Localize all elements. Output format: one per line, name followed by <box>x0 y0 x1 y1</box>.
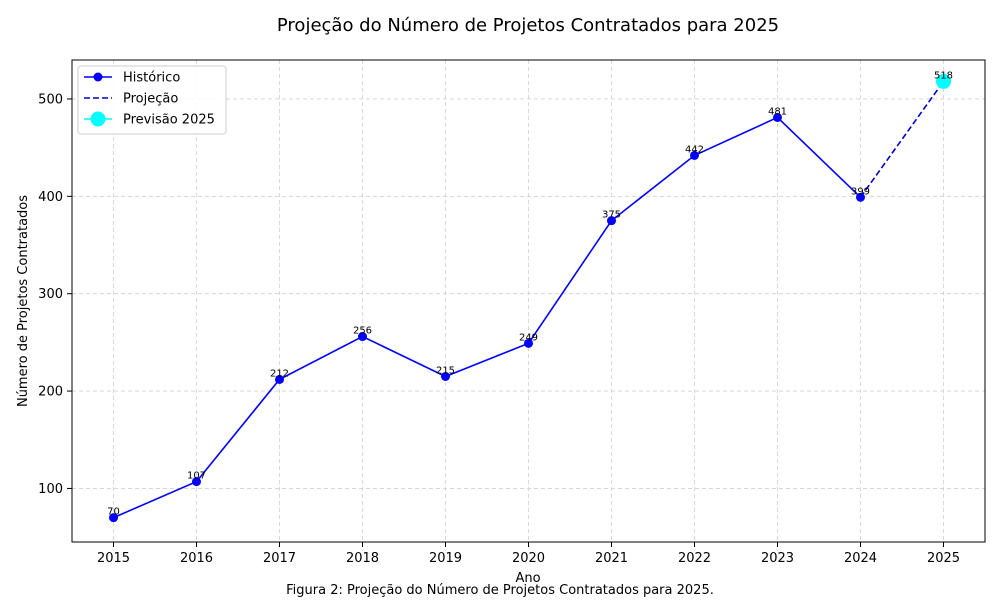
x-tick-label: 2015 <box>97 551 130 566</box>
x-tick-label: 2025 <box>927 551 960 566</box>
data-label: 375 <box>602 210 621 221</box>
historical-point <box>524 338 533 348</box>
y-tick-label: 500 <box>38 92 63 107</box>
y-tick-label: 100 <box>38 482 63 497</box>
historical-point <box>358 332 367 342</box>
x-tick-label: 2017 <box>263 551 296 566</box>
legend-item: Histórico <box>84 71 180 86</box>
historical-point <box>275 374 284 384</box>
data-label: 107 <box>187 471 206 482</box>
y-tick-label: 300 <box>38 287 63 302</box>
axis-ticks: 2015 2016 2017 2018 2019 2020 2021 2022 2023 2024… <box>38 92 960 566</box>
y-tick-label: 400 <box>38 190 63 205</box>
legend-label: Previsão 2025 <box>123 113 215 128</box>
x-tick-label: 2024 <box>844 551 877 566</box>
data-labels: 70 107 212 256 215 249 375 442 481 399 518 <box>107 70 953 517</box>
grid <box>72 60 985 542</box>
projection-line <box>859 80 945 198</box>
historical-point <box>856 192 865 202</box>
legend-label: Projeção <box>123 92 178 107</box>
x-tick-label: 2020 <box>512 551 545 566</box>
chart-title: Projeção do Número de Projetos Contratad… <box>277 15 779 36</box>
legend-label: Histórico <box>123 71 180 86</box>
legend-box <box>77 65 227 135</box>
historical-point <box>109 513 118 523</box>
data-label: 70 <box>107 507 120 518</box>
legend-marker <box>90 111 106 127</box>
forecast-2025-point <box>936 73 951 89</box>
x-tick-label: 2019 <box>429 551 462 566</box>
data-label: 249 <box>519 332 538 343</box>
historical-point <box>773 112 782 122</box>
x-tick-label: 2021 <box>595 551 628 566</box>
x-axis-label: Ano <box>515 571 540 586</box>
x-tick-label: 2018 <box>346 551 379 566</box>
data-label: 518 <box>934 70 953 81</box>
series <box>109 73 951 523</box>
data-label: 215 <box>436 365 455 376</box>
y-axis-label: Número de Projetos Contratados <box>16 195 31 407</box>
figure-caption: Figura 2: Projeção do Número de Projetos… <box>286 583 714 598</box>
legend-item: Projeção <box>84 92 178 107</box>
data-label: 212 <box>270 368 289 379</box>
data-label: 481 <box>768 106 787 117</box>
legend-item: Previsão 2025 <box>84 111 215 128</box>
historical-point <box>690 150 699 160</box>
x-tick-label: 2016 <box>180 551 213 566</box>
legend-marker <box>93 72 103 82</box>
legend: Histórico Projeção Previsão 2025 <box>77 65 227 135</box>
data-label: 399 <box>851 186 870 197</box>
x-tick-label: 2022 <box>678 551 711 566</box>
data-label: 442 <box>685 144 704 155</box>
historical-line <box>113 116 862 519</box>
historical-point <box>441 371 450 381</box>
historical-point <box>607 216 616 226</box>
data-label: 256 <box>353 326 372 337</box>
historical-point <box>192 477 201 487</box>
x-tick-label: 2023 <box>761 551 794 566</box>
y-tick-label: 200 <box>38 385 63 400</box>
